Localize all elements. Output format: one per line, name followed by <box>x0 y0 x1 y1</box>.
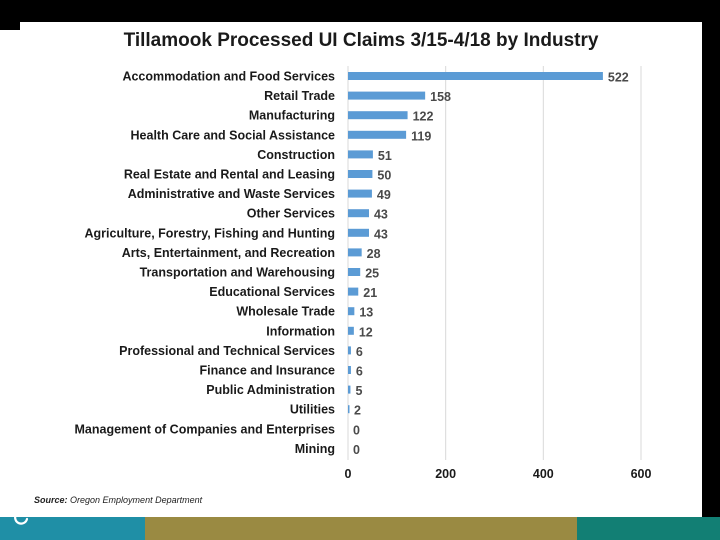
data-label: 158 <box>430 90 451 104</box>
x-tick-label: 0 <box>345 467 352 481</box>
chart-title: Tillamook Processed UI Claims 3/15-4/18 … <box>123 30 599 51</box>
data-label: 522 <box>608 71 629 85</box>
category-label: Wholesale Trade <box>236 305 335 319</box>
data-label: 122 <box>413 110 434 124</box>
footer-bar-teal <box>0 517 145 540</box>
x-tick-label: 600 <box>631 467 652 481</box>
logo-icon <box>14 510 29 525</box>
data-label: 6 <box>356 345 363 359</box>
footer-bar-green <box>577 517 720 540</box>
category-label: Utilities <box>290 403 335 417</box>
bar <box>348 72 603 80</box>
footer-bar-olive <box>145 517 577 540</box>
category-label: Other Services <box>247 207 335 221</box>
data-label: 51 <box>378 149 392 163</box>
data-label: 2 <box>354 404 361 418</box>
bar <box>348 111 408 120</box>
bar <box>348 189 372 198</box>
data-label: 6 <box>356 365 363 379</box>
category-label: Health Care and Social Assistance <box>131 128 336 142</box>
bar <box>348 366 351 374</box>
data-label: 0 <box>353 423 360 437</box>
data-label: 50 <box>377 169 391 183</box>
category-label: Information <box>266 324 335 338</box>
data-label: 25 <box>365 267 379 281</box>
x-tick-label: 400 <box>533 467 554 481</box>
data-label: 21 <box>363 286 377 300</box>
chart-x-tick-labels: 0 200 400 600 <box>345 467 652 481</box>
category-label: Public Administration <box>206 383 335 397</box>
chart-gridlines <box>347 66 642 460</box>
source-note: Source: Oregon Employment Department <box>34 495 202 505</box>
data-label: 43 <box>374 208 388 222</box>
x-tick-label: 200 <box>435 467 456 481</box>
data-label: 28 <box>367 247 381 261</box>
category-label: Agriculture, Forestry, Fishing and Hunti… <box>85 226 335 240</box>
category-label: Transportation and Warehousing <box>140 266 335 280</box>
data-label: 43 <box>374 227 388 241</box>
bar <box>348 405 350 414</box>
category-label: Finance and Insurance <box>200 364 336 378</box>
bar <box>348 307 355 316</box>
chart-category-labels: Accommodation and Food Services Retail Tr… <box>75 70 336 456</box>
bar <box>348 130 407 139</box>
category-label: Accommodation and Food Services <box>122 70 335 84</box>
data-label: 12 <box>359 325 373 339</box>
bar <box>348 209 369 218</box>
category-label: Professional and Technical Services <box>119 344 335 358</box>
data-label: 13 <box>359 306 373 320</box>
chart-value-labels: 522 158 122 119 51 50 49 43 43 28 25 21 13 12 6 6 5 2 0 0 <box>353 71 629 457</box>
bar <box>348 268 361 276</box>
category-label: Mining <box>295 442 335 456</box>
data-label: 119 <box>411 129 431 143</box>
bar <box>348 287 359 296</box>
category-label: Educational Services <box>209 285 335 299</box>
category-label: Arts, Entertainment, and Recreation <box>122 246 335 260</box>
source-label: Source: <box>34 495 68 505</box>
category-label: Manufacturing <box>249 109 335 123</box>
bar <box>348 385 351 394</box>
data-label: 0 <box>353 443 360 457</box>
bar <box>348 248 362 257</box>
slide-edge-strip <box>0 30 20 517</box>
bar <box>348 228 369 237</box>
slide-background <box>20 22 702 517</box>
category-label: Construction <box>257 148 335 162</box>
chart-bars <box>348 72 603 414</box>
data-label: 5 <box>355 384 362 398</box>
bar <box>348 150 373 159</box>
category-label: Real Estate and Rental and Leasing <box>124 168 335 182</box>
bar <box>348 170 373 178</box>
category-label: Administrative and Waste Services <box>128 187 335 201</box>
category-label: Retail Trade <box>264 89 335 103</box>
data-label: 49 <box>377 188 391 202</box>
bar <box>348 346 351 355</box>
bar <box>348 91 426 100</box>
category-label: Management of Companies and Enterprises <box>75 422 336 436</box>
bar <box>348 326 354 335</box>
source-value: Oregon Employment Department <box>70 495 203 505</box>
